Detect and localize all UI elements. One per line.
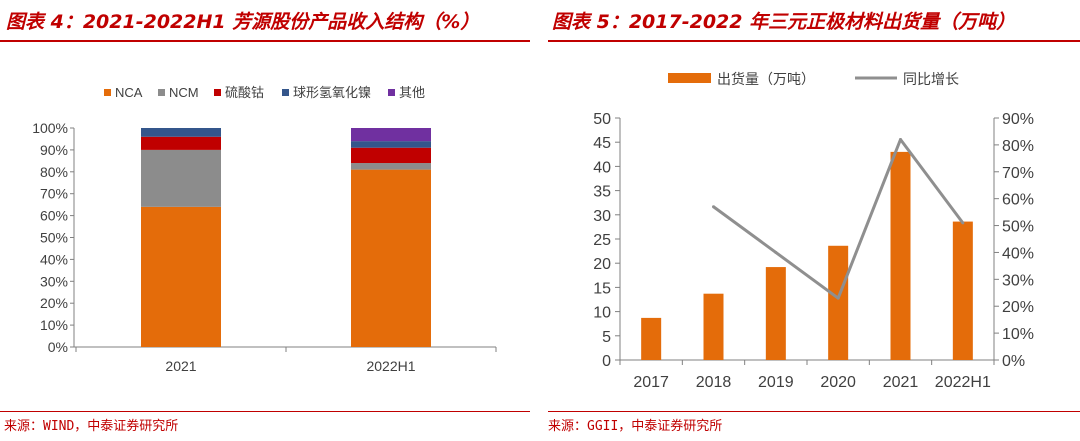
chart-1-legend-label-4: 其他 xyxy=(399,85,425,100)
chart-1-x-tick-label: 2021 xyxy=(165,358,196,374)
chart-2-y-left-tick-label: 20 xyxy=(593,256,611,273)
chart-1-source-rule xyxy=(0,411,530,412)
chart-1-y-tick-label: 80% xyxy=(40,164,68,180)
chart-2-y-right-tick-label: 70% xyxy=(1002,165,1034,182)
bar-2021-series-3 xyxy=(141,128,221,137)
chart-1-y-tick-label: 20% xyxy=(40,295,68,311)
chart-2-y-left-tick-label: 5 xyxy=(602,329,611,346)
bar-2021-series-0 xyxy=(141,206,221,347)
chart-1-legend-label-0: NCA xyxy=(115,85,143,100)
chart-2-shipments: 0 5 10 15 20 25 30 35 40 45 50 0% 10% 20% 30% 40% 50% 60%… xyxy=(593,71,1034,391)
chart-2-y-left-tick-label: 35 xyxy=(593,184,611,201)
chart-1-legend-label-1: NCM xyxy=(169,85,199,100)
bar-shipment-2021 xyxy=(890,151,911,360)
chart-2-y-left-tick-label: 25 xyxy=(593,232,611,249)
chart-1-legend-label-2: 硫酸钴 xyxy=(225,85,264,100)
chart-2-y-right-tick-label: 20% xyxy=(1002,299,1034,316)
chart-1-revenue-structure: 0% 10% 20% 30% 40% 50% 60% 70% 80% 90% 100% 2021 202… xyxy=(32,85,497,374)
chart-2-y-left-tick-label: 40 xyxy=(593,159,611,176)
chart-1-x-tick-label: 2022H1 xyxy=(366,358,415,374)
chart-1-legend-swatch-2 xyxy=(214,89,221,96)
chart-2-x-tick-label: 2018 xyxy=(696,374,732,391)
bar-shipment-2018 xyxy=(703,293,724,360)
chart-2-y-left-tick-label: 50 xyxy=(593,111,611,128)
chart-1-y-tick-label: 40% xyxy=(40,251,68,267)
chart-2-title-rule xyxy=(548,40,1080,42)
chart-1-y-tick-label: 30% xyxy=(40,273,68,289)
chart-1-y-tick-label: 0% xyxy=(48,339,68,355)
bar-2021-series-2 xyxy=(141,136,221,150)
chart-2-y-right-tick-label: 80% xyxy=(1002,138,1034,155)
chart-2-y-right-tick-label: 60% xyxy=(1002,192,1034,209)
chart-1-y-tick-label: 60% xyxy=(40,208,68,224)
chart-2-legend-label-line: 同比增长 xyxy=(903,71,959,87)
bar-2021-series-1 xyxy=(141,149,221,207)
line-point-growth-2022h1 xyxy=(961,221,965,225)
bar-shipment-2022h1 xyxy=(952,221,973,360)
bar-2022h1-series-2 xyxy=(351,147,431,164)
chart-2-x-tick-label: 2022H1 xyxy=(935,374,991,391)
chart-1-source: 来源：WIND，中泰证券研究所 xyxy=(4,419,179,434)
chart-1-y-tick-label: 50% xyxy=(40,230,68,246)
chart-2-y-left-tick-label: 15 xyxy=(593,280,611,297)
chart-1-title: 图表 4：2021-2022H1 芳源股份产品收入结构（%） xyxy=(6,11,480,33)
bar-2022h1-series-4 xyxy=(351,128,431,142)
chart-1-legend-swatch-0 xyxy=(104,89,111,96)
chart-2-legend-swatch-bar xyxy=(668,73,711,83)
chart-1-y-tick-label: 10% xyxy=(40,317,68,333)
chart-2-y-right-tick-label: 40% xyxy=(1002,245,1034,262)
chart-2-y-left-tick-label: 0 xyxy=(602,353,611,370)
bar-shipment-2020 xyxy=(828,245,849,360)
bar-2022h1-series-1 xyxy=(351,163,431,170)
chart-2-y-right-tick-label: 0% xyxy=(1002,353,1025,370)
bar-shipment-2019 xyxy=(765,267,786,360)
chart-2-source-rule xyxy=(548,411,1080,412)
chart-1-y-tick-label: 70% xyxy=(40,186,68,202)
line-point-growth-2020 xyxy=(836,296,840,300)
chart-2-y-left-tick-label: 10 xyxy=(593,305,611,322)
chart-2-x-tick-label: 2020 xyxy=(820,374,856,391)
chart-1-legend-swatch-4 xyxy=(388,89,395,96)
chart-2-source: 来源：GGII，中泰证券研究所 xyxy=(548,419,723,434)
chart-2-x-tick-label: 2017 xyxy=(633,374,669,391)
chart-1-y-tick-label: 100% xyxy=(32,120,68,136)
chart-2-legend-label-bar: 出货量（万吨） xyxy=(717,71,815,87)
bar-shipment-2017 xyxy=(641,317,662,360)
chart-2-x-tick-label: 2021 xyxy=(883,374,919,391)
chart-2-title: 图表 5：2017-2022 年三元正极材料出货量（万吨） xyxy=(552,11,1016,33)
chart-2-x-tick-label: 2019 xyxy=(758,374,794,391)
bar-2022h1-series-0 xyxy=(351,169,431,347)
chart-1-legend-swatch-3 xyxy=(282,89,289,96)
chart-1-title-rule xyxy=(0,40,530,42)
line-point-growth-2019 xyxy=(774,250,778,254)
chart-2-y-right-tick-label: 30% xyxy=(1002,272,1034,289)
chart-2-y-left-tick-label: 30 xyxy=(593,208,611,225)
line-point-growth-2018 xyxy=(712,205,715,209)
chart-1-legend-swatch-1 xyxy=(158,89,165,96)
chart-2-y-right-tick-label: 10% xyxy=(1002,326,1034,343)
chart-1-legend-label-3: 球形氢氧化镍 xyxy=(293,85,371,100)
chart-1-y-tick-label: 90% xyxy=(40,142,68,158)
chart-2-y-right-tick-label: 50% xyxy=(1002,219,1034,236)
bar-2022h1-series-3 xyxy=(351,141,431,148)
chart-2-y-left-tick-label: 45 xyxy=(593,135,611,152)
line-point-growth-2021 xyxy=(899,138,902,142)
chart-2-y-right-tick-label: 90% xyxy=(1002,111,1034,128)
